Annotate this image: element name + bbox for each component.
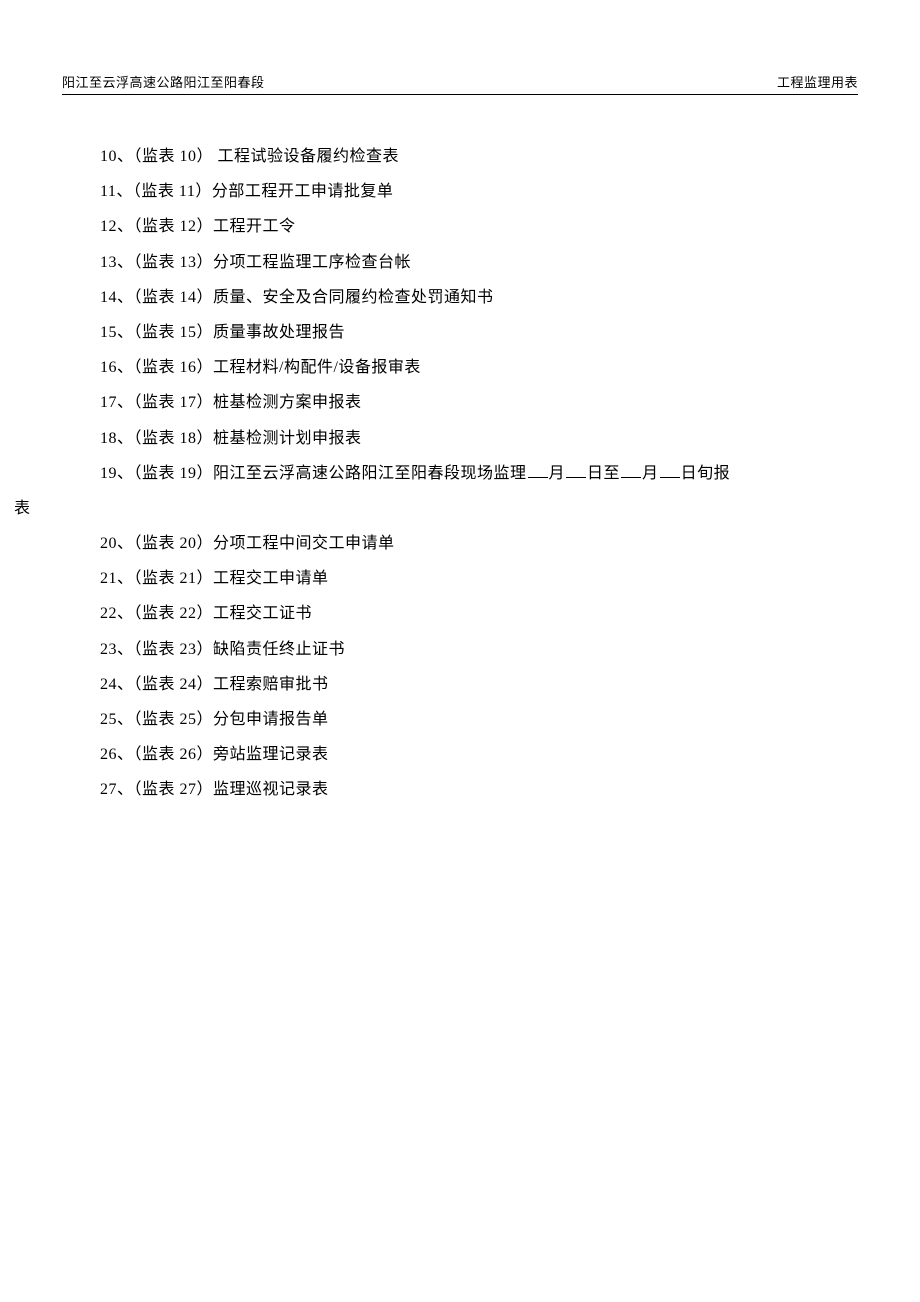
list-item: 17、（监表 17）桩基检测方案申报表 xyxy=(68,385,858,420)
list-item: 26、（监表 26）旁站监理记录表 xyxy=(68,737,858,772)
document-page: 阳江至云浮高速公路阳江至阳春段 工程监理用表 10、（监表 10） 工程试验设备… xyxy=(0,0,920,808)
list-item: 23、（监表 23）缺陷责任终止证书 xyxy=(68,632,858,667)
list-item: 21、（监表 21）工程交工申请单 xyxy=(68,561,858,596)
list-item: 22、（监表 22）工程交工证书 xyxy=(68,596,858,631)
header-left-text: 阳江至云浮高速公路阳江至阳春段 xyxy=(62,72,265,91)
list-item: 14、（监表 14）质量、安全及合同履约检查处罚通知书 xyxy=(68,280,858,315)
header-right-text: 工程监理用表 xyxy=(777,72,858,91)
page-header: 阳江至云浮高速公路阳江至阳春段 工程监理用表 xyxy=(62,72,858,95)
list-item: 20、（监表 20）分项工程中间交工申请单 xyxy=(68,526,858,561)
list-item: 10、（监表 10） 工程试验设备履约检查表 xyxy=(68,139,858,174)
list-item: 27、（监表 27）监理巡视记录表 xyxy=(68,772,858,807)
list-item: 16、（监表 16）工程材料/构配件/设备报审表 xyxy=(68,350,858,385)
list-item: 15、（监表 15）质量事故处理报告 xyxy=(68,315,858,350)
blank-field xyxy=(528,462,548,478)
content-body: 10、（监表 10） 工程试验设备履约检查表 11、（监表 11）分部工程开工申… xyxy=(62,139,858,808)
blank-field xyxy=(660,462,680,478)
list-item: 12、（监表 12）工程开工令 xyxy=(68,209,858,244)
list-item-line1: 19、（监表 19）阳江至云浮高速公路阳江至阳春段现场监理 月 日至 月 日旬报 xyxy=(68,456,858,491)
list-item: 18、（监表 18）桩基检测计划申报表 xyxy=(68,421,858,456)
list-item: 25、（监表 25）分包申请报告单 xyxy=(68,702,858,737)
blank-field xyxy=(566,462,586,478)
item19-mid3: 月 xyxy=(642,465,659,482)
item19-mid2: 日至 xyxy=(587,465,620,482)
list-item: 24、（监表 24）工程索赔审批书 xyxy=(68,667,858,702)
blank-field xyxy=(621,462,641,478)
list-item: 11、（监表 11）分部工程开工申请批复单 xyxy=(68,174,858,209)
list-item-line2: 表 xyxy=(14,491,858,526)
item19-mid1: 月 xyxy=(549,465,566,482)
list-item-wrapped: 19、（监表 19）阳江至云浮高速公路阳江至阳春段现场监理月日至月日旬报 表 xyxy=(68,456,858,526)
list-item: 13、（监表 13）分项工程监理工序检查台帐 xyxy=(68,245,858,280)
item19-mid4: 日旬报 xyxy=(681,465,731,482)
item19-prefix: 19、（监表 19）阳江至云浮高速公路阳江至阳春段现场监理 xyxy=(100,465,527,482)
